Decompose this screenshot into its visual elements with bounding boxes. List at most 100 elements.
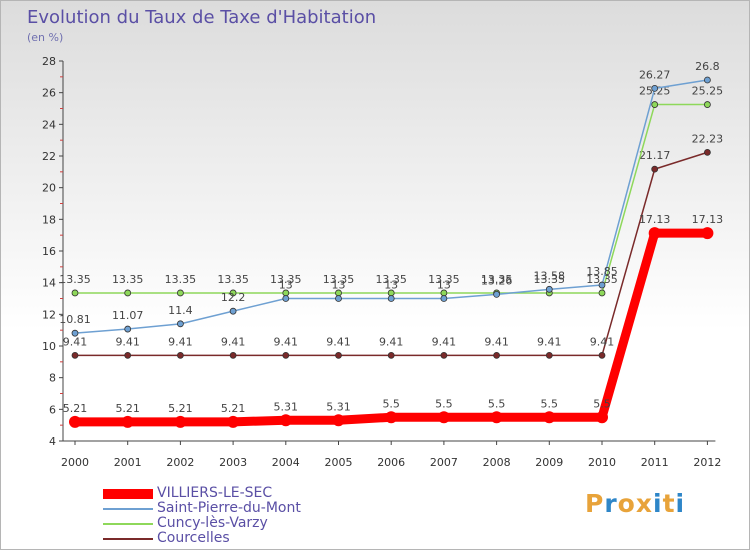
data-point-saint-pierre	[335, 295, 342, 302]
data-point-courcelles	[387, 351, 395, 359]
data-point-cuncy	[124, 289, 132, 297]
legend-swatch-cuncy	[103, 523, 153, 525]
data-label-courcelles: 9.41	[63, 335, 88, 348]
data-label-courcelles: 21.17	[639, 149, 671, 162]
logo-letter: t	[662, 489, 676, 518]
y-tick-label: 10	[42, 340, 56, 353]
data-point-courcelles	[651, 165, 659, 173]
legend-label-cuncy: Cuncy-lès-Varzy	[157, 515, 268, 531]
data-point-saint-pierre	[440, 295, 448, 302]
x-tick-label: 2012	[693, 456, 721, 469]
data-point-saint-pierre	[493, 290, 501, 298]
data-label-villiers: 5.5	[541, 397, 559, 410]
data-point-villiers	[174, 415, 187, 428]
y-tick-label: 16	[42, 245, 56, 258]
y-tick-label: 8	[49, 372, 56, 385]
data-point-villiers	[227, 415, 240, 428]
y-tick-label: 28	[42, 55, 56, 68]
data-label-villiers: 5.5	[593, 397, 611, 410]
data-label-saint-pierre: 13	[332, 279, 346, 292]
data-point-villiers	[701, 227, 714, 240]
data-point-saint-pierre	[71, 329, 79, 337]
data-point-courcelles	[335, 351, 342, 359]
data-point-villiers	[596, 411, 608, 424]
data-label-cuncy: 13.35	[534, 273, 566, 286]
y-tick-label: 26	[42, 87, 56, 100]
data-label-courcelles: 9.41	[168, 335, 193, 348]
data-label-cuncy: 13.35	[165, 273, 197, 286]
data-label-courcelles: 9.41	[326, 335, 351, 348]
data-point-courcelles	[282, 351, 290, 359]
data-label-villiers: 17.13	[639, 213, 671, 226]
data-label-cuncy: 13.35	[270, 273, 302, 286]
data-label-villiers: 5.31	[326, 400, 351, 413]
legend-swatch-courcelles	[103, 538, 153, 540]
data-label-villiers: 5.31	[274, 400, 299, 413]
data-label-villiers: 5.5	[382, 397, 400, 410]
data-label-saint-pierre: 13	[279, 279, 293, 292]
data-label-saint-pierre: 10.81	[59, 313, 91, 326]
data-point-saint-pierre	[545, 285, 553, 293]
data-point-saint-pierre	[704, 76, 711, 84]
data-label-saint-pierre: 13.85	[586, 265, 618, 278]
y-unit-label: (en %)	[27, 31, 64, 44]
data-label-villiers: 5.5	[488, 397, 506, 410]
legend-swatch-villiers	[103, 489, 153, 499]
x-tick-label: 2001	[114, 456, 142, 469]
data-label-courcelles: 9.41	[221, 335, 246, 348]
data-label-cuncy: 13.35	[586, 273, 618, 286]
legend-label-saint-pierre: Saint-Pierre-du-Mont	[157, 500, 301, 516]
data-label-villiers: 5.21	[221, 402, 246, 415]
proxiti-logo: Proxiti	[585, 489, 685, 518]
x-tick-label: 2011	[641, 456, 669, 469]
data-point-cuncy	[229, 289, 237, 297]
data-label-villiers: 5.5	[435, 397, 453, 410]
y-tick-label: 6	[49, 403, 56, 416]
logo-letter: r	[604, 489, 618, 518]
data-point-courcelles	[124, 351, 132, 359]
x-tick-label: 2008	[483, 456, 511, 469]
y-tick-label: 20	[42, 182, 56, 195]
data-point-villiers	[543, 411, 556, 424]
data-label-courcelles: 9.41	[379, 335, 404, 348]
data-label-villiers: 5.21	[63, 402, 88, 415]
data-point-saint-pierre	[282, 295, 290, 302]
x-tick-label: 2010	[588, 456, 616, 469]
data-label-saint-pierre: 11.07	[112, 309, 144, 322]
data-point-villiers	[69, 415, 81, 428]
data-label-courcelles: 9.41	[274, 335, 299, 348]
data-point-saint-pierre	[229, 307, 237, 315]
data-point-saint-pierre	[651, 84, 659, 92]
logo-letter: o	[617, 489, 636, 518]
data-point-cuncy	[598, 289, 606, 297]
y-tick-label: 4	[49, 435, 56, 448]
x-tick-label: 2003	[219, 456, 247, 469]
logo-letter: i	[653, 489, 663, 518]
data-label-cuncy: 13.35	[481, 273, 513, 286]
legend-label-courcelles: Courcelles	[157, 530, 230, 546]
data-label-saint-pierre: 13	[437, 279, 451, 292]
data-point-saint-pierre	[176, 320, 184, 328]
data-point-courcelles	[545, 351, 553, 359]
data-point-cuncy	[71, 289, 79, 297]
x-tick-label: 2005	[325, 456, 353, 469]
data-label-villiers: 5.21	[115, 402, 140, 415]
data-point-courcelles	[440, 351, 448, 359]
data-point-courcelles	[493, 351, 501, 359]
data-label-saint-pierre: 26.27	[639, 68, 671, 81]
y-tick-label: 18	[42, 213, 56, 226]
x-tick-label: 2000	[61, 456, 89, 469]
data-point-saint-pierre	[387, 295, 395, 302]
data-label-courcelles: 9.41	[432, 335, 457, 348]
data-point-courcelles	[598, 351, 606, 359]
data-point-saint-pierre	[598, 281, 606, 289]
legend-swatch-saint-pierre	[103, 508, 153, 510]
data-point-villiers	[648, 227, 661, 240]
data-point-villiers	[385, 411, 398, 424]
logo-letter: P	[585, 489, 605, 518]
logo-letter: x	[635, 489, 653, 518]
x-tick-label: 2006	[377, 456, 405, 469]
data-point-courcelles	[176, 351, 184, 359]
